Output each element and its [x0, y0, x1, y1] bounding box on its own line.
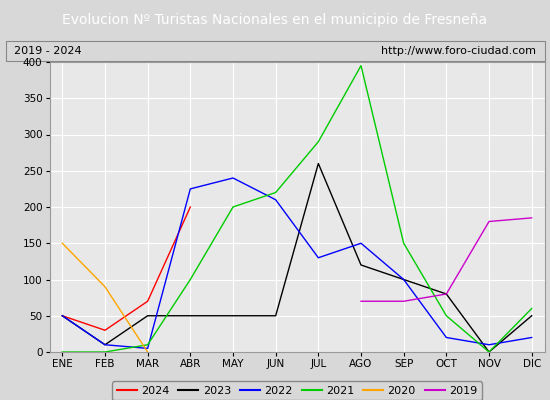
2021 [272, 190, 279, 195]
Legend: 2024, 2023, 2022, 2021, 2020, 2019: 2024, 2023, 2022, 2021, 2020, 2019 [112, 381, 482, 400]
2019 [443, 292, 450, 296]
Line: 2022: 2022 [62, 178, 532, 348]
2021 [443, 313, 450, 318]
2023 [187, 313, 194, 318]
2023 [358, 262, 364, 267]
2022 [230, 176, 236, 180]
Text: Evolucion Nº Turistas Nacionales en el municipio de Fresneña: Evolucion Nº Turistas Nacionales en el m… [63, 13, 487, 27]
2023 [230, 313, 236, 318]
2021 [486, 350, 492, 354]
2020 [102, 284, 108, 289]
2019 [358, 299, 364, 304]
2023 [315, 161, 322, 166]
2022 [144, 346, 151, 351]
2019 [529, 216, 535, 220]
2022 [358, 241, 364, 246]
2024 [187, 205, 194, 210]
2021 [59, 350, 65, 354]
2023 [144, 313, 151, 318]
2024 [102, 328, 108, 333]
Line: 2021: 2021 [62, 66, 532, 352]
2024 [59, 313, 65, 318]
2022 [315, 255, 322, 260]
Line: 2024: 2024 [62, 207, 190, 330]
2024 [144, 299, 151, 304]
2023 [272, 313, 279, 318]
2023 [59, 313, 65, 318]
Text: 2019 - 2024: 2019 - 2024 [14, 46, 81, 56]
2023 [486, 350, 492, 354]
2021 [400, 241, 407, 246]
2022 [272, 197, 279, 202]
2019 [486, 219, 492, 224]
2023 [102, 342, 108, 347]
2020 [144, 350, 151, 354]
2022 [187, 186, 194, 191]
Line: 2019: 2019 [361, 218, 532, 301]
Text: http://www.foro-ciudad.com: http://www.foro-ciudad.com [381, 46, 536, 56]
2021 [102, 350, 108, 354]
2023 [529, 313, 535, 318]
2022 [486, 342, 492, 347]
Line: 2023: 2023 [62, 164, 532, 352]
2021 [315, 139, 322, 144]
2022 [400, 277, 407, 282]
2021 [144, 342, 151, 347]
2022 [102, 342, 108, 347]
2022 [529, 335, 535, 340]
2022 [443, 335, 450, 340]
2019 [400, 299, 407, 304]
2022 [59, 313, 65, 318]
Line: 2020: 2020 [62, 243, 147, 352]
2021 [529, 306, 535, 311]
2021 [230, 205, 236, 210]
2023 [400, 277, 407, 282]
2021 [358, 63, 364, 68]
2023 [443, 292, 450, 296]
2021 [187, 277, 194, 282]
2020 [59, 241, 65, 246]
